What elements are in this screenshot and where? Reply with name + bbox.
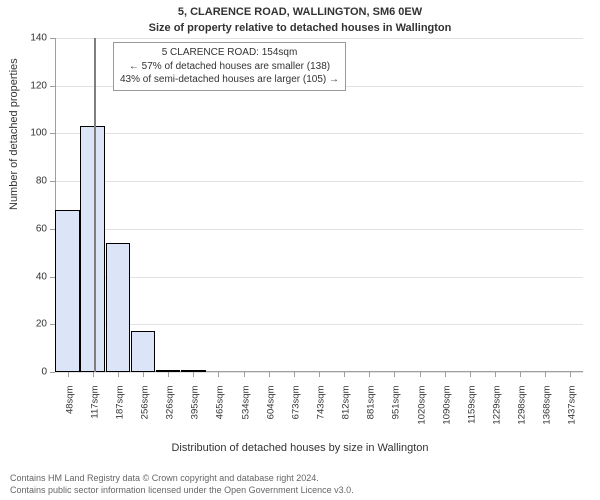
x-tick-label: 534sqm	[240, 386, 251, 436]
annotation-line: ← 57% of detached houses are smaller (13…	[120, 60, 339, 74]
x-tick-mark	[545, 372, 546, 377]
y-tick-label: 140	[17, 33, 47, 44]
histogram-bar	[131, 331, 156, 372]
gridline	[55, 38, 583, 39]
x-tick-mark	[244, 372, 245, 377]
chart-title-main: 5, CLARENCE ROAD, WALLINGTON, SM6 0EW	[0, 6, 600, 18]
gridline	[55, 133, 583, 134]
y-tick-label: 0	[17, 367, 47, 378]
x-tick-mark	[570, 372, 571, 377]
x-axis-label: Distribution of detached houses by size …	[0, 442, 600, 454]
x-tick-mark	[269, 372, 270, 377]
x-tick-mark	[420, 372, 421, 377]
x-tick-mark	[495, 372, 496, 377]
x-tick-mark	[68, 372, 69, 377]
x-tick-mark	[143, 372, 144, 377]
histogram-bar	[55, 210, 80, 372]
x-tick-mark	[193, 372, 194, 377]
x-tick-label: 1229sqm	[492, 386, 503, 436]
x-tick-mark	[394, 372, 395, 377]
x-tick-label: 1298sqm	[517, 386, 528, 436]
x-tick-mark	[520, 372, 521, 377]
x-tick-label: 187sqm	[114, 386, 125, 436]
x-tick-mark	[93, 372, 94, 377]
chart-title-sub: Size of property relative to detached ho…	[0, 22, 600, 34]
x-tick-label: 1159sqm	[466, 386, 477, 436]
gridline	[55, 324, 583, 325]
x-tick-mark	[369, 372, 370, 377]
gridline	[55, 277, 583, 278]
gridline	[55, 181, 583, 182]
x-tick-label: 1368sqm	[542, 386, 553, 436]
x-tick-label: 1437sqm	[567, 386, 578, 436]
x-tick-label: 881sqm	[366, 386, 377, 436]
x-tick-label: 465sqm	[215, 386, 226, 436]
x-tick-label: 395sqm	[190, 386, 201, 436]
attribution-line-2: Contains public sector information licen…	[10, 484, 590, 496]
x-tick-label: 1020sqm	[416, 386, 427, 436]
x-tick-mark	[218, 372, 219, 377]
y-tick-label: 20	[17, 319, 47, 330]
y-tick-mark	[50, 372, 55, 373]
gridline	[55, 229, 583, 230]
x-tick-mark	[470, 372, 471, 377]
x-tick-label: 951sqm	[391, 386, 402, 436]
attribution-line-1: Contains HM Land Registry data © Crown c…	[10, 472, 590, 484]
x-tick-mark	[344, 372, 345, 377]
x-tick-label: 743sqm	[316, 386, 327, 436]
x-tick-label: 812sqm	[341, 386, 352, 436]
x-tick-mark	[118, 372, 119, 377]
x-tick-label: 326sqm	[165, 386, 176, 436]
x-tick-label: 256sqm	[140, 386, 151, 436]
chart-container: 5, CLARENCE ROAD, WALLINGTON, SM6 0EW Si…	[0, 0, 600, 500]
plot-area: 02040608010012014048sqm117sqm187sqm256sq…	[55, 38, 583, 372]
x-tick-label: 604sqm	[265, 386, 276, 436]
annotation-line: 5 CLARENCE ROAD: 154sqm	[120, 46, 339, 60]
y-tick-label: 60	[17, 223, 47, 234]
y-tick-label: 40	[17, 271, 47, 282]
annotation-line: 43% of semi-detached houses are larger (…	[120, 73, 339, 87]
x-tick-label: 673sqm	[290, 386, 301, 436]
marker-line	[94, 38, 96, 372]
annotation-box: 5 CLARENCE ROAD: 154sqm← 57% of detached…	[113, 42, 346, 91]
y-tick-label: 100	[17, 128, 47, 139]
y-tick-label: 120	[17, 80, 47, 91]
x-tick-label: 117sqm	[89, 386, 100, 436]
x-tick-label: 1090sqm	[441, 386, 452, 436]
x-tick-mark	[445, 372, 446, 377]
x-tick-label: 48sqm	[64, 386, 75, 436]
x-tick-mark	[294, 372, 295, 377]
attribution-block: Contains HM Land Registry data © Crown c…	[10, 472, 590, 496]
histogram-bar	[106, 243, 131, 372]
y-tick-label: 80	[17, 176, 47, 187]
x-tick-mark	[168, 372, 169, 377]
x-tick-mark	[319, 372, 320, 377]
